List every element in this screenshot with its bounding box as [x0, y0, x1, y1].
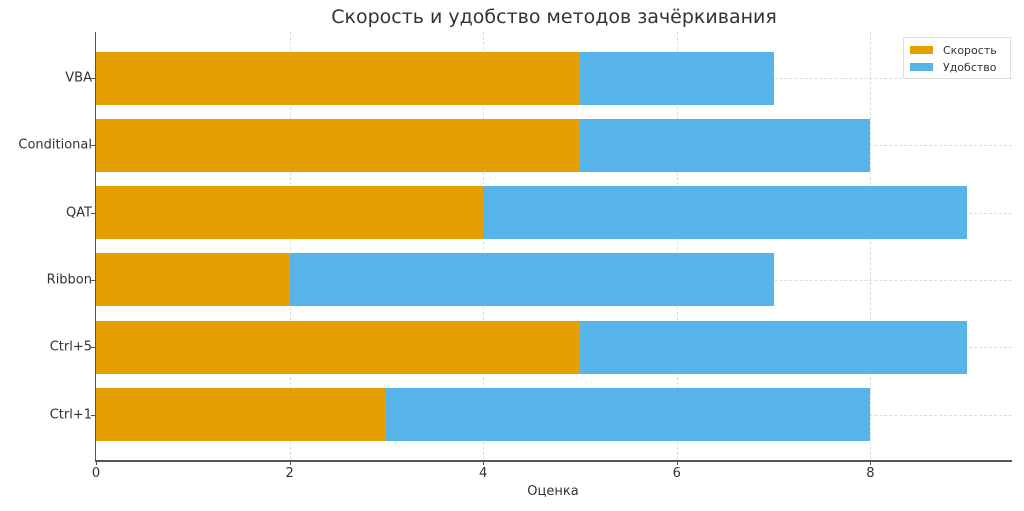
x-tick [870, 461, 872, 465]
y-tick [91, 414, 95, 416]
bar-segment-convenience [386, 388, 871, 441]
bar-segment-speed [96, 186, 484, 240]
y-tick-label: QAT [65, 205, 92, 221]
x-tick [676, 461, 678, 465]
x-tick-label: 8 [866, 466, 875, 481]
x-tick-label: 0 [91, 466, 101, 481]
bar-segment-convenience [580, 320, 968, 374]
bar-segment-speed [96, 51, 580, 105]
legend-item-convenience: Удобство [910, 59, 997, 75]
x-axis-title: Оценка [527, 484, 579, 499]
bar-segment-convenience [483, 186, 968, 240]
bar-ctrl-5 [96, 320, 996, 374]
bar-conditional [96, 118, 996, 172]
y-tick [91, 78, 95, 79]
y-axis-line [95, 32, 96, 461]
vertical-gridline [870, 32, 872, 460]
legend-label-convenience: Удобство [943, 60, 997, 74]
vertical-gridline [289, 32, 291, 460]
bar-qat [96, 186, 996, 240]
y-tick-label: Ribbon [46, 272, 92, 288]
legend-swatch-speed [910, 46, 933, 54]
bar-vba [96, 51, 996, 105]
bar-ribbon [96, 253, 996, 307]
x-tick [483, 461, 485, 465]
y-tick [91, 279, 95, 281]
y-tick [91, 145, 95, 147]
bar-ctrl-1 [96, 388, 996, 441]
y-tick-label: Conditional [18, 137, 92, 153]
bar-segment-speed [96, 253, 290, 307]
bar-segment-convenience [289, 253, 774, 307]
y-tick-label: Ctrl+5 [49, 339, 92, 355]
legend: Скорость Удобство [903, 37, 1011, 79]
bar-segment-convenience [580, 118, 871, 172]
chart-title: Скорость и удобство методов зачёркивания [331, 6, 777, 28]
bar-segment-speed [96, 320, 580, 374]
bar-segment-speed [96, 388, 387, 441]
vertical-gridline [483, 32, 485, 460]
y-tick [91, 212, 95, 214]
y-tick-label: VBA [65, 70, 92, 86]
legend-label-speed: Скорость [943, 43, 997, 57]
x-tick-label: 2 [285, 466, 294, 481]
legend-swatch-convenience [910, 63, 933, 71]
x-tick [289, 461, 291, 465]
vertical-gridline [676, 32, 678, 460]
bar-segment-convenience [580, 51, 774, 105]
x-tick-label: 6 [672, 466, 681, 481]
x-axis-line [95, 460, 1012, 462]
x-tick [96, 461, 97, 465]
x-tick-label: 4 [479, 466, 488, 481]
y-tick [91, 347, 95, 349]
y-tick-label: Ctrl+1 [49, 407, 92, 422]
legend-item-speed: Скорость [910, 42, 997, 58]
bar-segment-speed [96, 118, 580, 172]
